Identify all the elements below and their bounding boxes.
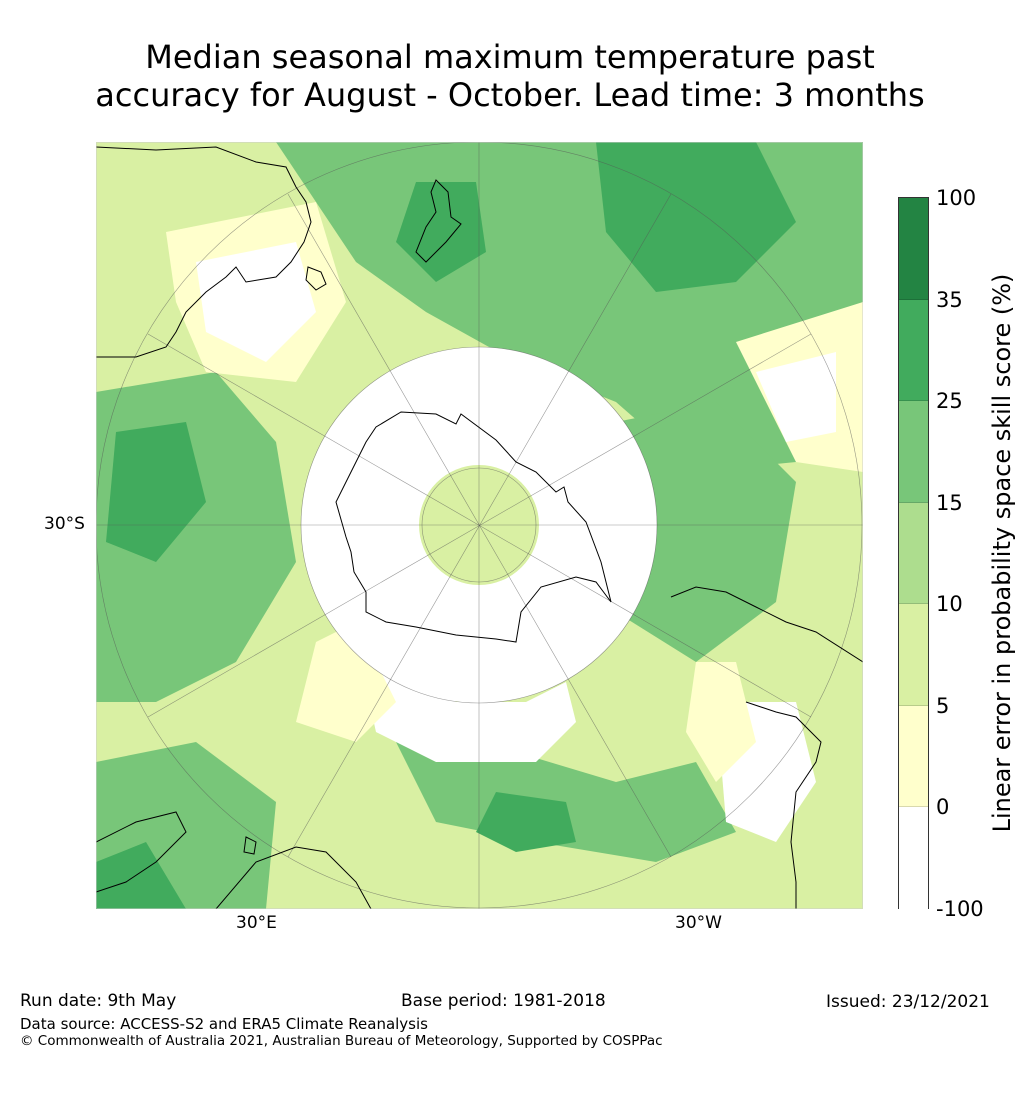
colorbar-tick-10: 10	[936, 592, 963, 616]
skill-region-southwest-dark	[96, 842, 186, 909]
lon-label-30e: 30°E	[236, 913, 277, 933]
skill-region-pale-se	[686, 662, 756, 782]
africa-coast	[96, 811, 187, 893]
coastlines	[96, 146, 863, 909]
colorbar-bin-5-10	[899, 604, 928, 706]
data-source: Data source: ACCESS-S2 and ERA5 Climate …	[20, 1015, 428, 1033]
madagascar-coast	[243, 836, 257, 855]
australia-coast	[96, 146, 312, 358]
colorbar-tick-25: 25	[936, 389, 963, 413]
antarctica-coast	[335, 411, 612, 643]
skill-region-white-east2	[756, 352, 836, 442]
new-zealand-coast	[415, 179, 462, 263]
title-line-2: accuracy for August - October. Lead time…	[95, 76, 925, 114]
skill-region-southern-dark	[476, 792, 576, 852]
graticule	[96, 142, 863, 909]
colorbar-tick-5: 5	[936, 694, 950, 718]
issued-date: Issued: 23/12/2021	[826, 992, 990, 1012]
chart-title: Median seasonal maximum temperature past…	[0, 38, 1020, 114]
colorbar-bin-15-25	[899, 401, 928, 503]
skill-region-white-west	[196, 242, 316, 362]
colorbar-bin-35-100	[899, 198, 928, 300]
colorbar-bin-0-5	[899, 706, 928, 807]
skill-region-pacific-dark	[596, 142, 796, 292]
base-period: Base period: 1981-2018	[401, 991, 606, 1011]
skill-region-tasman-dark	[396, 182, 486, 282]
colorbar-tick-100: 100	[936, 186, 977, 210]
colorbar-bin-neg100-0	[899, 807, 928, 910]
south-america-coast	[670, 586, 863, 663]
colorbar	[898, 197, 929, 910]
lat-label-30s: 30°S	[44, 514, 85, 534]
polar-map	[96, 142, 863, 909]
run-date: Run date: 9th May	[20, 991, 177, 1011]
colorbar-bin-25-35	[899, 300, 928, 401]
colorbar-tick-0: 0	[936, 795, 950, 819]
title-line-1: Median seasonal maximum temperature past	[145, 38, 875, 76]
south-america-coast-2	[745, 701, 822, 909]
lon-label-30w: 30°W	[675, 913, 722, 933]
colorbar-tick-35: 35	[936, 288, 963, 312]
copyright-notice: © Commonwealth of Australia 2021, Austra…	[20, 1033, 663, 1049]
colorbar-bin-10-15	[899, 503, 928, 604]
skill-region-indian-dark	[106, 422, 206, 562]
colorbar-tick-15: 15	[936, 491, 963, 515]
tasmania-coast	[305, 266, 327, 291]
colorbar-label: Linear error in probability space skill …	[988, 273, 1016, 833]
colorbar-tick-neg100: -100	[936, 897, 984, 921]
africa-coast-2	[215, 846, 372, 909]
